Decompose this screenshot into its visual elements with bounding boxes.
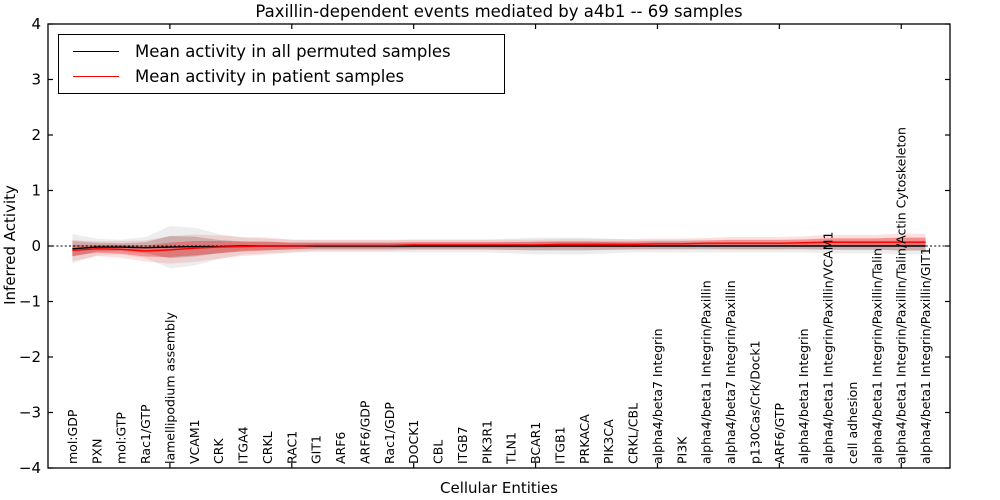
entity-label: ITGB1 — [552, 426, 567, 464]
entity-label: Rac1/GTP — [138, 404, 153, 464]
entity-label: ITGB7 — [455, 426, 470, 464]
permuted-band — [72, 236, 926, 259]
entity-label: alpha4/beta7 Integrin/Paxillin — [723, 280, 738, 464]
entity-label: cell adhesion — [845, 382, 860, 464]
y-tick-label: 1 — [31, 182, 41, 200]
entity-label: PIK3CA — [601, 419, 616, 464]
entity-label: DOCK1 — [406, 420, 421, 464]
y-tick-label: 4 — [31, 15, 41, 33]
x-axis-label: Cellular Entities — [440, 479, 558, 497]
entity-label: mol:GDP — [65, 409, 80, 464]
entity-label: alpha4/beta7 Integrin — [650, 328, 665, 464]
entity-label: alpha4/beta1 Integrin/Paxillin/Talin — [869, 248, 884, 464]
entity-label: alpha4/beta1 Integrin/Paxillin — [699, 280, 714, 464]
entity-label: alpha4/beta1 Integrin/Paxillin/Talin/Act… — [894, 127, 909, 464]
legend-item-permuted: Mean activity in all permuted samples — [69, 42, 494, 61]
entity-label: alpha4/beta1 Integrin/Paxillin/GIT1 — [918, 247, 933, 464]
entity-label: lamellipodium assembly — [162, 312, 177, 464]
y-tick-label: −3 — [19, 404, 41, 422]
entity-label: ARF6/GDP — [357, 400, 372, 464]
legend: Mean activity in all permuted samples Me… — [58, 34, 505, 94]
entity-label: alpha4/beta1 Integrin/Paxillin/VCAM1 — [821, 232, 836, 464]
y-tick-label: −1 — [19, 293, 41, 311]
entity-label: CBL — [431, 440, 446, 464]
entity-label: alpha4/beta1 Integrin — [796, 328, 811, 464]
permuted-line-swatch — [73, 51, 119, 53]
entity-label: PIK3R1 — [479, 420, 494, 464]
y-axis-label: Inferred Activity — [1, 185, 19, 305]
permuted-mean-line — [72, 245, 926, 250]
entity-label: TLN1 — [504, 432, 519, 465]
permuted-band-outer — [72, 226, 926, 269]
legend-label-permuted: Mean activity in all permuted samples — [135, 42, 451, 62]
y-tick-label: 0 — [31, 237, 41, 255]
entity-label: BCAR1 — [528, 422, 543, 464]
patient-mean-line — [72, 241, 926, 252]
entity-label: PRKACA — [577, 414, 592, 464]
y-tick-label: 3 — [31, 71, 41, 89]
patient-band-outer — [72, 233, 926, 264]
patient-line-swatch — [73, 75, 119, 77]
y-tick-label: 2 — [31, 126, 41, 144]
entity-label: PI3K — [674, 436, 689, 464]
legend-item-patient: Mean activity in patient samples — [69, 67, 494, 86]
entity-label: RAC1 — [284, 431, 299, 464]
entity-label: ARF6 — [333, 432, 348, 464]
entity-label: mol:GTP — [114, 412, 129, 464]
entity-label: CRKL — [260, 431, 275, 464]
entity-label: p130Cas/Crk/Dock1 — [747, 340, 762, 464]
legend-label-patient: Mean activity in patient samples — [135, 66, 405, 86]
entity-label: ARF6/GTP — [772, 403, 787, 464]
entity-label: ITGA4 — [236, 426, 251, 464]
entity-label: GIT1 — [309, 435, 324, 464]
chart-title: Paxillin-dependent events mediated by a4… — [255, 2, 743, 21]
entity-label: PXN — [89, 439, 104, 464]
y-tick-label: −4 — [19, 459, 41, 477]
y-tick-label: −2 — [19, 348, 41, 366]
entity-label: Rac1/GDP — [382, 402, 397, 464]
entity-label: VCAM1 — [187, 419, 202, 464]
entity-label: CRKL/CBL — [626, 403, 641, 464]
entity-label: CRK — [211, 438, 226, 464]
